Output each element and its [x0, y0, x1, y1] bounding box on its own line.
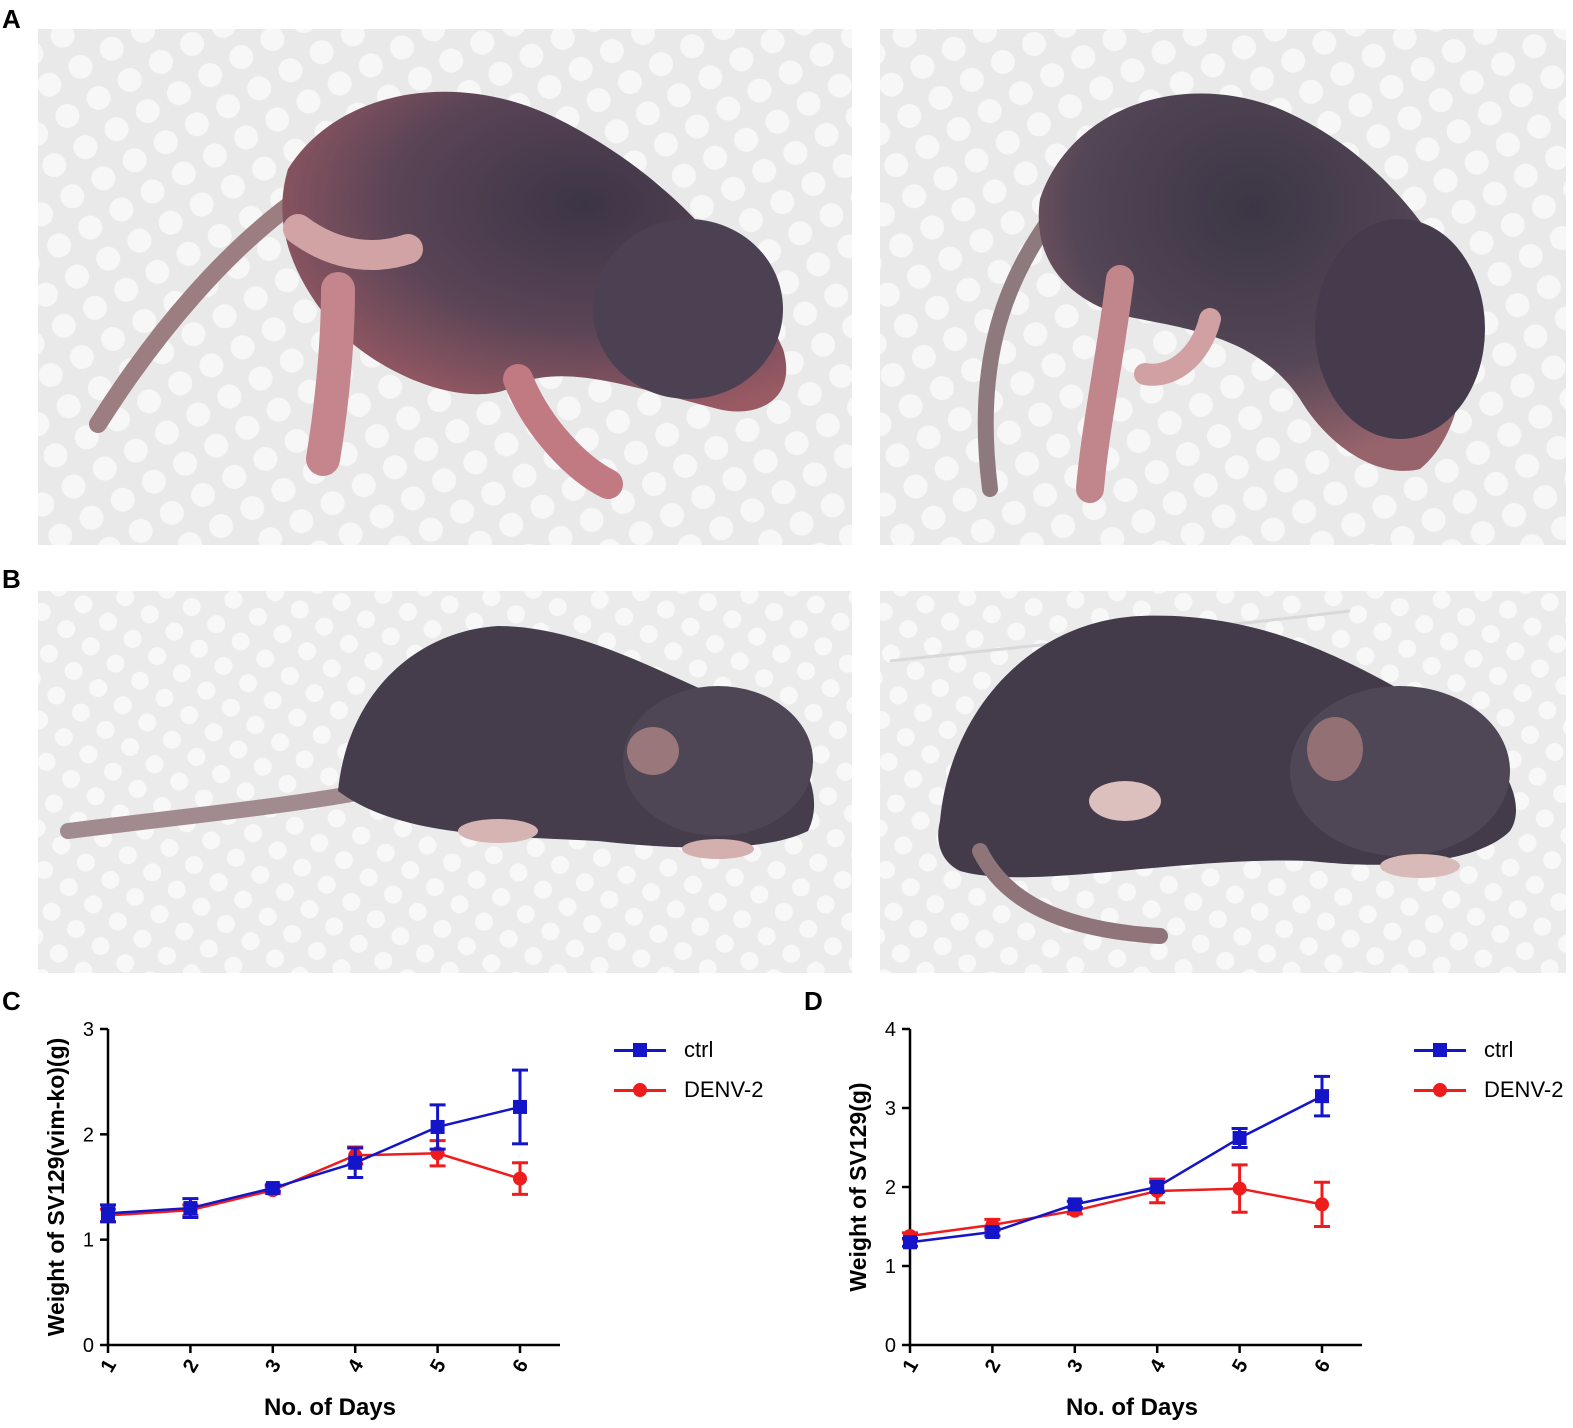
x-tick-label: 1: [898, 1356, 923, 1377]
denv-data-point: [513, 1171, 527, 1186]
ctrl-data-point: [1150, 1180, 1165, 1194]
photo-a-left: [38, 29, 852, 545]
panel-label-c: C: [2, 986, 21, 1016]
ctrl-series-line: [107, 1105, 521, 1215]
ctrl-data-point: [985, 1225, 1000, 1240]
denv-circle: [1433, 1083, 1447, 1097]
y-tick-label: 2: [885, 1177, 896, 1199]
x-tick-label: 2: [179, 1356, 204, 1377]
ctrl-data-point: [348, 1155, 363, 1170]
panel-label-d: D: [804, 986, 823, 1016]
y-tick-label: 0: [885, 1335, 896, 1357]
y-tick-label: 4: [885, 1019, 896, 1041]
legend-item-ctrl: ctrl: [1414, 1030, 1563, 1070]
x-tick-label: 5: [1228, 1356, 1253, 1377]
photo-b-right: [880, 591, 1566, 973]
ctrl-data-point: [1232, 1131, 1247, 1146]
y-tick-label: 1: [83, 1230, 94, 1252]
x-tick-label: 3: [261, 1356, 286, 1377]
denv-swatch-icon: [614, 1080, 666, 1100]
mouse-pup-illustration: [38, 29, 852, 545]
ctrl-data-point: [183, 1201, 198, 1216]
y-tick-label: 1: [885, 1256, 896, 1278]
ctrl-square: [633, 1043, 647, 1057]
panel-label-a: A: [2, 4, 21, 34]
y-tick-label: 0: [83, 1335, 94, 1357]
ctrl-series-line: [909, 1095, 1323, 1244]
x-tick-label: 6: [508, 1356, 533, 1377]
ctrl-data-point: [1315, 1089, 1329, 1104]
ctrl-data-point: [903, 1235, 917, 1250]
x-tick-label: 5: [426, 1356, 451, 1377]
legend-c: ctrl DENV-2: [614, 1030, 763, 1110]
legend-label-ctrl: ctrl: [684, 1037, 714, 1062]
mouse-pup-illustration: [38, 591, 852, 973]
legend-d: ctrl DENV-2: [1414, 1030, 1563, 1110]
y-axis-label: Weight of SV129(vim-ko)(g): [43, 1038, 69, 1337]
photo-b-left: [38, 591, 852, 973]
chart-c: 0 1 2 3 1 2 3 4 5 6 No. of Days Weight of SV129(vim…: [40, 1005, 580, 1425]
y-tick-label: 3: [885, 1098, 896, 1120]
ctrl-swatch-icon: [614, 1040, 666, 1060]
denv-series-line: [909, 1187, 1323, 1238]
x-tick-label: 4: [1146, 1355, 1171, 1376]
denv-data-point: [1315, 1197, 1329, 1212]
ctrl-data-point: [265, 1181, 280, 1196]
chart-d: 0 1 2 3 4 1 2 3 4 5 6 No. of Days Weight of SV129(g): [842, 1005, 1382, 1425]
legend-item-denv: DENV-2: [1414, 1070, 1563, 1110]
ctrl-data-point: [101, 1206, 115, 1221]
ctrl-data-point: [513, 1099, 527, 1114]
y-tick-label: 3: [83, 1019, 94, 1041]
ctrl-square: [1433, 1043, 1447, 1057]
legend-item-ctrl: ctrl: [614, 1030, 763, 1070]
legend-label-ctrl: ctrl: [1484, 1037, 1514, 1062]
x-axis-label: No. of Days: [264, 1394, 396, 1421]
legend-item-denv: DENV-2: [614, 1070, 763, 1110]
ctrl-data-point: [430, 1119, 445, 1134]
mouse-pup-illustration: [880, 29, 1566, 545]
x-tick-label: 2: [981, 1356, 1006, 1377]
legend-label-denv: DENV-2: [684, 1077, 764, 1102]
ctrl-data-point: [1067, 1197, 1082, 1212]
denv-swatch-icon: [1414, 1080, 1466, 1100]
x-axis-label: No. of Days: [1066, 1394, 1198, 1421]
x-tick-label: 6: [1310, 1356, 1335, 1377]
x-tick-label: 1: [96, 1356, 121, 1377]
x-tick-label: 3: [1063, 1356, 1088, 1377]
y-axis-label: Weight of SV129(g): [845, 1082, 871, 1291]
legend-label-denv: DENV-2: [1484, 1077, 1564, 1102]
x-tick-label: 4: [344, 1355, 369, 1376]
ctrl-swatch-icon: [1414, 1040, 1466, 1060]
y-tick-label: 2: [83, 1124, 94, 1146]
denv-circle: [633, 1083, 647, 1097]
mouse-pup-illustration: [880, 591, 1566, 973]
panel-label-b: B: [2, 564, 21, 594]
denv-series-line: [107, 1152, 521, 1217]
photo-a-right: [880, 29, 1566, 545]
denv-data-point: [1232, 1181, 1247, 1196]
